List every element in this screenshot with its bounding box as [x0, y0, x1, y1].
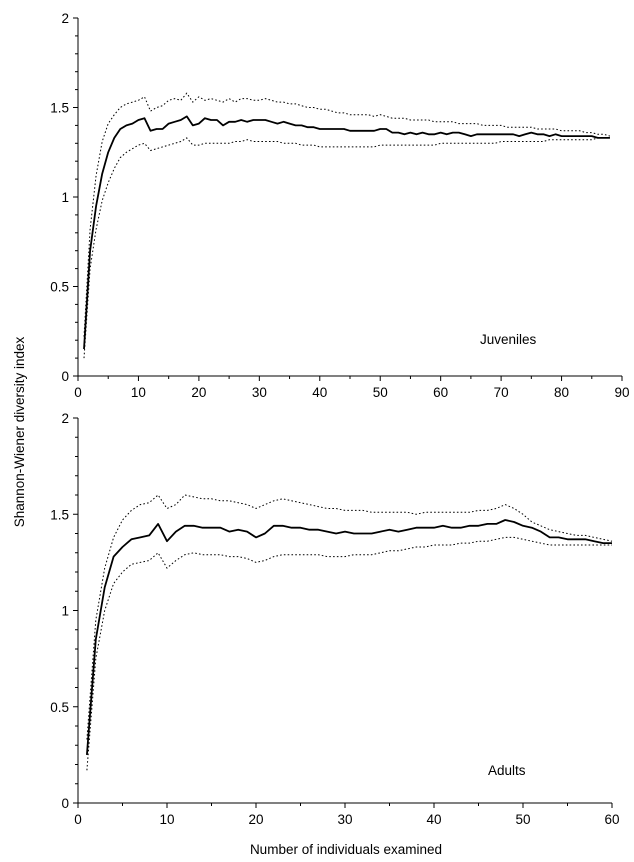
x-tick-label: 90 [614, 385, 629, 400]
x-tick-label: 30 [252, 385, 267, 400]
mean-diversity-line [83, 115, 610, 350]
x-tick-label: 60 [604, 812, 619, 827]
upper-confidence-line [83, 92, 611, 337]
x-tick-label: 20 [191, 385, 206, 400]
y-tick-label: 0 [61, 369, 69, 384]
y-tick-label: 0.5 [50, 280, 69, 295]
x-tick-label: 60 [433, 385, 448, 400]
x-tick-label: 20 [248, 812, 263, 827]
lower-confidence-line [86, 536, 612, 771]
x-tick-label: 50 [515, 812, 530, 827]
panel-label: Adults [488, 763, 526, 778]
x-tick-label: 0 [74, 812, 82, 827]
y-tick-label: 1.5 [50, 507, 69, 522]
lower-confidence-line [83, 137, 610, 359]
x-axis-title: Number of individuals examined [250, 842, 442, 857]
x-tick-label: 50 [373, 385, 388, 400]
y-axis-title: Shannon-Wiener diversity index [12, 336, 27, 527]
x-tick-label: 80 [554, 385, 569, 400]
x-tick-label: 10 [131, 385, 146, 400]
panel-label: Juveniles [480, 332, 537, 347]
y-tick-label: 2 [61, 11, 69, 26]
x-tick-label: 40 [426, 812, 441, 827]
x-tick-label: 30 [337, 812, 352, 827]
x-tick-label: 40 [312, 385, 327, 400]
y-tick-label: 0 [61, 796, 69, 811]
x-tick-label: 0 [74, 385, 82, 400]
y-tick-label: 1.5 [50, 101, 69, 116]
y-tick-label: 1 [61, 190, 69, 205]
mean-diversity-line [86, 519, 612, 755]
y-tick-label: 1 [61, 604, 69, 619]
upper-confidence-line [86, 494, 613, 740]
y-tick-label: 2 [61, 411, 69, 426]
x-tick-label: 70 [494, 385, 509, 400]
y-tick-label: 0.5 [50, 700, 69, 715]
x-tick-label: 10 [159, 812, 174, 827]
